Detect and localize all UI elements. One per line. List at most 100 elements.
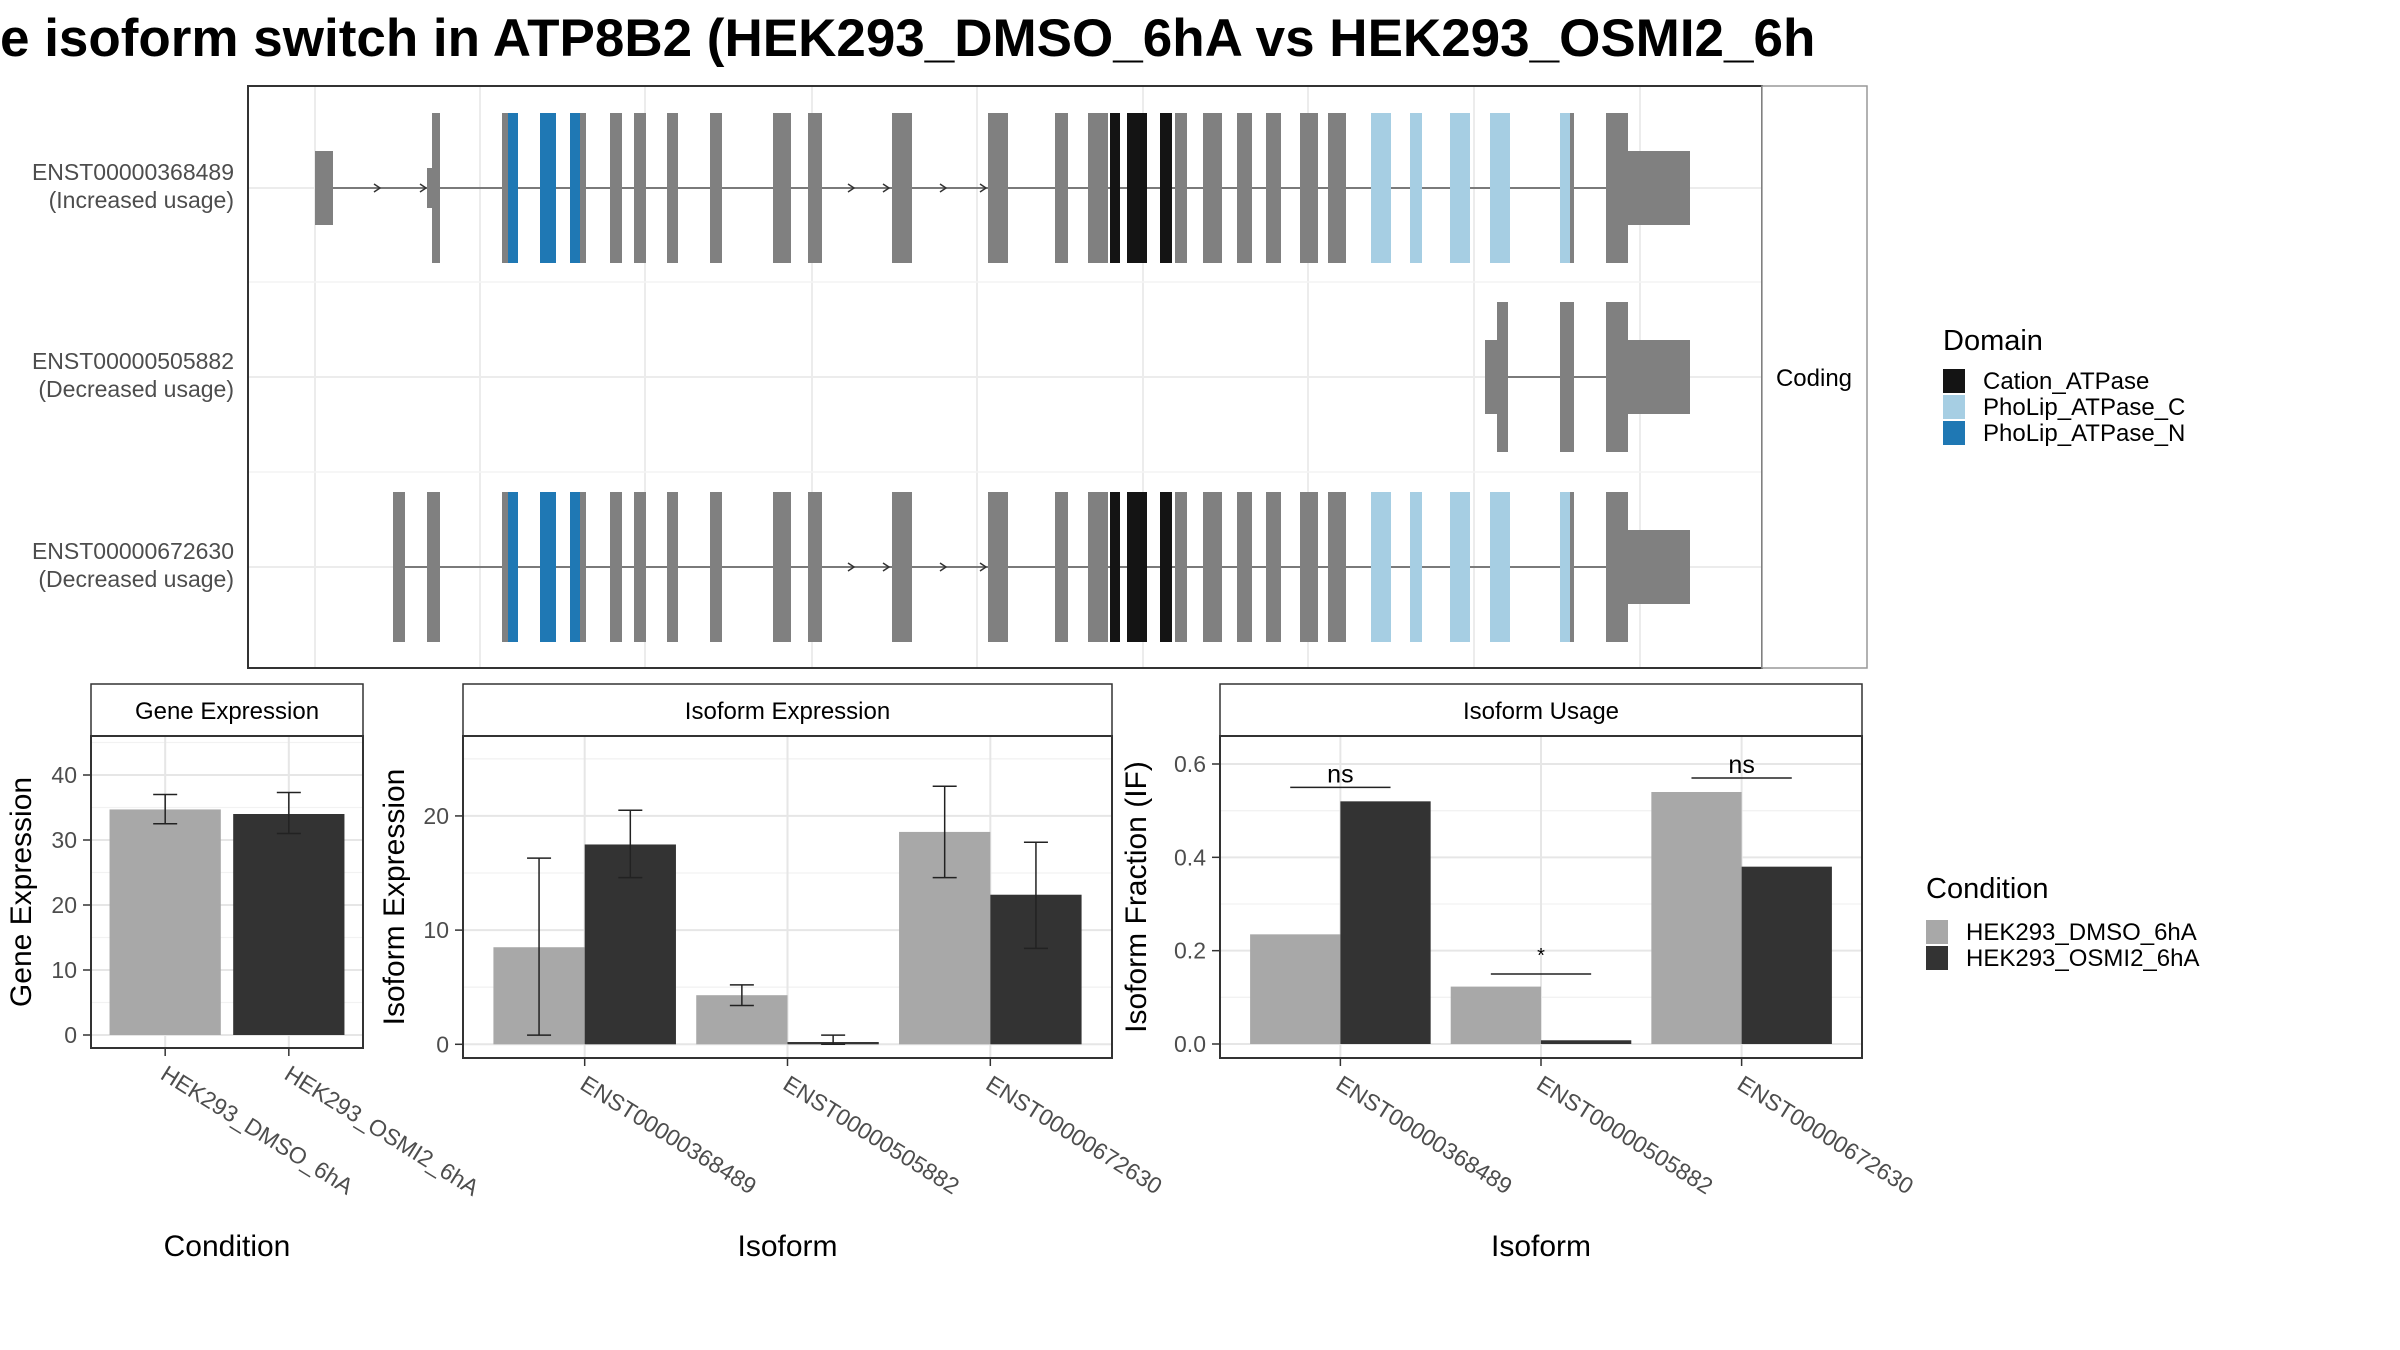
condition-legend-swatch: [1926, 946, 1948, 970]
exon: [1410, 113, 1422, 263]
exon-utr: [1628, 151, 1690, 225]
exon: [540, 113, 556, 263]
exon: [1175, 492, 1187, 642]
exon: [1560, 302, 1574, 452]
domain-legend-label: PhoLip_ATPase_N: [1983, 420, 2185, 447]
exon: [1127, 492, 1147, 642]
exon: [634, 492, 646, 642]
exon: [1055, 113, 1068, 263]
x-tick-label: HEK293_OSMI2_6hA: [280, 1060, 484, 1201]
bar: [1741, 866, 1832, 1044]
plot-strip-title: Gene Expression: [135, 698, 319, 725]
plot-strip: [462, 683, 1113, 737]
exon: [432, 113, 440, 263]
structure-facet-label: Coding: [1776, 365, 1852, 392]
exon: [1450, 492, 1470, 642]
exon: [773, 113, 791, 263]
exon: [502, 113, 508, 263]
exon: [610, 492, 622, 642]
exon: [580, 492, 586, 642]
significance-label: *: [1537, 945, 1545, 967]
y-tick-label: 0.2: [1174, 938, 1206, 964]
transcript-usage-label: (Increased usage): [49, 187, 234, 213]
exon: [1485, 340, 1499, 414]
strand-arrow: [882, 183, 891, 193]
exon: [1328, 492, 1346, 642]
exon: [427, 492, 440, 642]
y-axis-title: Isoform Expression: [378, 769, 411, 1026]
exon: [1490, 492, 1510, 642]
exon: [502, 492, 508, 642]
x-tick-label: ENST00000368489: [1332, 1070, 1517, 1199]
exon: [1570, 492, 1574, 642]
plot-strip: [90, 683, 364, 737]
strand-arrow: [882, 562, 891, 572]
exon: [1300, 492, 1318, 642]
strand-arrow: [847, 562, 856, 572]
exon: [1175, 113, 1187, 263]
exon: [393, 492, 405, 642]
exon: [1371, 113, 1391, 263]
transcript-id-label: ENST00000505882: [32, 348, 234, 374]
exon: [710, 492, 722, 642]
strand-arrow: [979, 183, 988, 193]
exon: [988, 492, 1008, 642]
transcript-id-label: ENST00000368489: [32, 159, 234, 185]
strand-arrow: [939, 562, 948, 572]
bar: [233, 814, 345, 1035]
exon: [667, 113, 678, 263]
transcript-row: [1485, 302, 1690, 452]
significance-label: ns: [1728, 751, 1754, 779]
y-tick-label: 30: [51, 827, 77, 853]
bar: [1340, 801, 1431, 1044]
exon: [808, 492, 822, 642]
exon: [1127, 113, 1147, 263]
exon: [1237, 492, 1252, 642]
exon: [808, 113, 822, 263]
exon: [634, 113, 646, 263]
exon: [1450, 113, 1470, 263]
domain-legend-title: Domain: [1943, 325, 2043, 357]
exon: [610, 113, 622, 263]
plot-panel-border: [90, 735, 364, 1049]
condition-legend-swatch: [1926, 920, 1948, 944]
exon: [1606, 113, 1628, 263]
exon: [988, 113, 1008, 263]
strand-arrow: [939, 183, 948, 193]
condition-legend-label: HEK293_DMSO_6hA: [1966, 919, 2197, 946]
exon: [892, 492, 912, 642]
domain-legend-swatch: [1943, 395, 1965, 419]
exon: [710, 113, 722, 263]
exon-utr: [1628, 340, 1690, 414]
exon-utr: [1628, 530, 1690, 604]
transcript-usage-label: (Decreased usage): [38, 566, 234, 592]
exon: [1490, 113, 1510, 263]
x-axis-title: Isoform: [737, 1230, 837, 1263]
exon: [540, 492, 556, 642]
x-tick-label: ENST00000672630: [1733, 1070, 1918, 1199]
page-title: e isoform switch in ATP8B2 (HEK293_DMSO_…: [0, 9, 1815, 68]
x-axis-title: Condition: [164, 1230, 291, 1263]
y-tick-label: 0: [64, 1022, 77, 1048]
exon: [1570, 113, 1574, 263]
exon: [1110, 113, 1120, 263]
condition-legend-title: Condition: [1926, 873, 2049, 905]
transcript-row: [315, 113, 1690, 263]
y-tick-label: 20: [51, 892, 77, 918]
plot-strip: [1219, 683, 1863, 737]
transcript-id-label: ENST00000672630: [32, 538, 234, 564]
exon: [1203, 113, 1222, 263]
exon: [1266, 492, 1281, 642]
transcript-usage-label: (Decreased usage): [38, 376, 234, 402]
y-tick-label: 0.6: [1174, 751, 1206, 777]
bar: [1450, 986, 1541, 1044]
exon: [427, 168, 433, 208]
structure-facet-strip: [1761, 85, 1868, 669]
exon: [1160, 113, 1172, 263]
y-tick-label: 40: [51, 762, 77, 788]
exon: [1088, 113, 1108, 263]
x-tick-label: ENST00000368489: [576, 1070, 761, 1199]
y-axis-title: Gene Expression: [5, 777, 38, 1007]
y-tick-label: 10: [423, 917, 449, 943]
